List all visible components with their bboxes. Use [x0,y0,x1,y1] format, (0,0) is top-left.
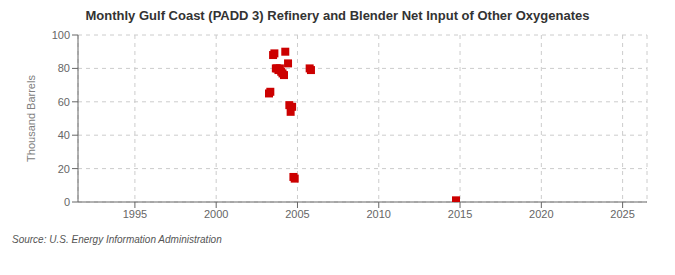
svg-text:2015: 2015 [448,208,472,220]
svg-text:80: 80 [58,62,70,74]
svg-text:100: 100 [52,29,70,41]
html-text:Source: U.S. Energy Informatio: Source: U.S. Energy Information Administ… [12,234,222,245]
svg-text:Thousand Barrels: Thousand Barrels [25,75,37,162]
svg-text:2025: 2025 [610,208,634,220]
svg-text:40: 40 [58,129,70,141]
svg-text:60: 60 [58,96,70,108]
svg-text:1995: 1995 [123,208,147,220]
svg-text:2010: 2010 [367,208,391,220]
svg-text:2020: 2020 [529,208,553,220]
svg-text:20: 20 [58,163,70,175]
svg-text:2000: 2000 [204,208,228,220]
svg-text:2005: 2005 [285,208,309,220]
html-text:Monthly Gulf Coast (PADD 3) Re: Monthly Gulf Coast (PADD 3) Refinery and… [85,8,590,23]
svg-text:0: 0 [64,196,70,208]
